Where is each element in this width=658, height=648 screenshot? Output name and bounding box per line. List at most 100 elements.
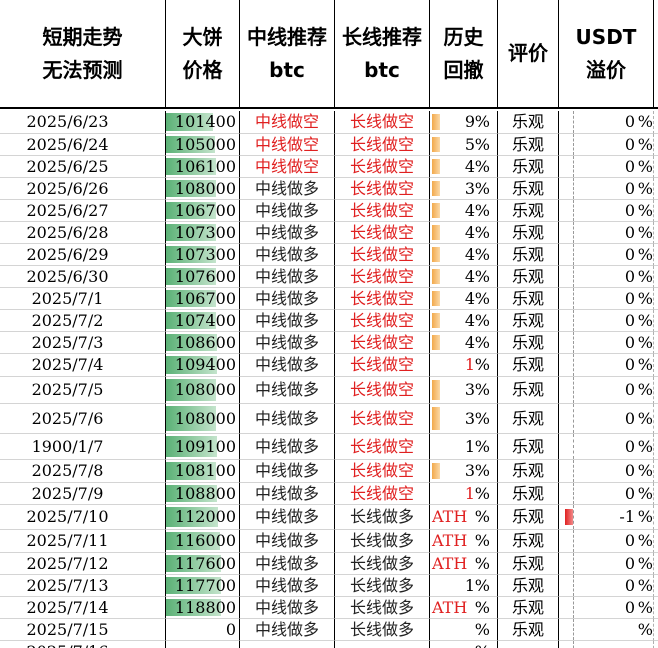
extra-cell[interactable] <box>654 200 658 222</box>
long-recommend-cell[interactable]: 长线做空 <box>335 404 430 434</box>
long-recommend-cell[interactable]: 长线做多 <box>335 597 430 619</box>
extra-cell[interactable] <box>654 111 658 134</box>
header-price[interactable]: 大饼 价格 <box>166 0 240 109</box>
usdt-premium-cell[interactable]: -1% <box>559 505 654 530</box>
date-cell[interactable]: 2025/7/5 <box>0 377 166 404</box>
date-cell[interactable]: 2025/6/24 <box>0 134 166 156</box>
usdt-premium-cell[interactable]: 0% <box>559 354 654 377</box>
evaluation-cell[interactable]: 乐观 <box>498 460 559 483</box>
extra-cell[interactable] <box>654 288 658 310</box>
price-cell[interactable]: 108100 <box>166 460 240 483</box>
long-recommend-cell[interactable]: 长线做空 <box>335 156 430 178</box>
header-trend[interactable]: 短期走势 无法预测 <box>0 0 166 109</box>
long-recommend-cell[interactable]: 长线做空 <box>335 434 430 460</box>
usdt-premium-cell[interactable]: 0% <box>559 332 654 354</box>
price-cell[interactable]: 108600 <box>166 332 240 354</box>
header-long-recommend[interactable]: 长线推荐 btc <box>335 0 430 109</box>
extra-cell[interactable] <box>654 483 658 505</box>
header-evaluation[interactable]: 评价 <box>498 0 559 109</box>
long-recommend-cell[interactable]: 长线做空 <box>335 483 430 505</box>
long-recommend-cell[interactable]: 长线做空 <box>335 178 430 200</box>
drawdown-cell[interactable]: 4% <box>430 310 498 332</box>
date-cell[interactable]: 2025/6/27 <box>0 200 166 222</box>
drawdown-cell[interactable]: ATH% <box>430 597 498 619</box>
extra-cell[interactable] <box>654 178 658 200</box>
price-cell[interactable]: 107300 <box>166 222 240 244</box>
evaluation-cell[interactable]: 乐观 <box>498 619 559 641</box>
extra-cell[interactable] <box>654 244 658 266</box>
price-cell[interactable]: 116000 <box>166 530 240 553</box>
mid-recommend-cell[interactable]: 中线做多 <box>240 332 335 354</box>
extra-cell[interactable] <box>654 332 658 354</box>
date-cell[interactable]: 2025/6/26 <box>0 178 166 200</box>
usdt-premium-cell[interactable]: 0% <box>559 178 654 200</box>
extra-cell[interactable] <box>654 641 658 648</box>
extra-cell[interactable] <box>654 505 658 530</box>
date-cell[interactable]: 2025/7/10 <box>0 505 166 530</box>
price-cell[interactable]: 107400 <box>166 310 240 332</box>
drawdown-cell[interactable]: 1% <box>430 575 498 597</box>
price-cell[interactable]: 108000 <box>166 404 240 434</box>
usdt-premium-cell[interactable]: 0% <box>559 434 654 460</box>
usdt-premium-cell[interactable]: 0% <box>559 530 654 553</box>
drawdown-cell[interactable]: 4% <box>430 200 498 222</box>
drawdown-cell[interactable]: 3% <box>430 178 498 200</box>
mid-recommend-cell[interactable]: 中线做多 <box>240 178 335 200</box>
evaluation-cell[interactable]: 乐观 <box>498 111 559 134</box>
drawdown-cell[interactable]: ATH% <box>430 530 498 553</box>
extra-cell[interactable] <box>654 222 658 244</box>
price-cell[interactable]: 0 <box>166 619 240 641</box>
evaluation-cell[interactable]: 乐观 <box>498 244 559 266</box>
evaluation-cell[interactable]: 乐观 <box>498 434 559 460</box>
evaluation-cell[interactable]: 乐观 <box>498 332 559 354</box>
date-cell[interactable]: 2025/7/2 <box>0 310 166 332</box>
long-recommend-cell[interactable]: 长线做多 <box>335 530 430 553</box>
date-cell[interactable]: 2025/6/23 <box>0 111 166 134</box>
drawdown-cell[interactable]: 1% <box>430 434 498 460</box>
usdt-premium-cell[interactable]: % <box>559 619 654 641</box>
date-cell[interactable]: 2025/6/30 <box>0 266 166 288</box>
mid-recommend-cell[interactable]: 中线做多 <box>240 200 335 222</box>
extra-cell[interactable] <box>654 134 658 156</box>
long-recommend-cell[interactable]: 长线做多 <box>335 575 430 597</box>
price-cell[interactable]: 107300 <box>166 244 240 266</box>
long-recommend-cell[interactable]: 长线做空 <box>335 310 430 332</box>
drawdown-cell[interactable]: 1% <box>430 483 498 505</box>
mid-recommend-cell[interactable]: 中线做多 <box>240 354 335 377</box>
date-cell[interactable]: 2025/7/16 <box>0 641 166 648</box>
long-recommend-cell[interactable]: 长线做空 <box>335 354 430 377</box>
mid-recommend-cell[interactable]: 中线做空 <box>240 134 335 156</box>
evaluation-cell[interactable]: 乐观 <box>498 156 559 178</box>
extra-cell[interactable] <box>654 377 658 404</box>
price-cell[interactable]: 108000 <box>166 377 240 404</box>
date-cell[interactable]: 2025/7/13 <box>0 575 166 597</box>
price-cell[interactable]: 105000 <box>166 134 240 156</box>
long-recommend-cell[interactable] <box>335 641 430 648</box>
extra-cell[interactable] <box>654 354 658 377</box>
extra-cell[interactable] <box>654 310 658 332</box>
extra-cell[interactable] <box>654 575 658 597</box>
date-cell[interactable]: 2025/7/6 <box>0 404 166 434</box>
extra-cell[interactable] <box>654 553 658 575</box>
drawdown-cell[interactable]: 4% <box>430 222 498 244</box>
date-cell[interactable]: 2025/7/4 <box>0 354 166 377</box>
mid-recommend-cell[interactable]: 中线做多 <box>240 460 335 483</box>
price-cell[interactable]: 117600 <box>166 553 240 575</box>
date-cell[interactable]: 2025/6/25 <box>0 156 166 178</box>
evaluation-cell[interactable]: 乐观 <box>498 178 559 200</box>
date-cell[interactable]: 2025/7/8 <box>0 460 166 483</box>
date-cell[interactable]: 2025/7/1 <box>0 288 166 310</box>
mid-recommend-cell[interactable] <box>240 641 335 648</box>
usdt-premium-cell[interactable]: 0% <box>559 244 654 266</box>
evaluation-cell[interactable]: 乐观 <box>498 377 559 404</box>
evaluation-cell[interactable]: 乐观 <box>498 354 559 377</box>
evaluation-cell[interactable]: 乐观 <box>498 553 559 575</box>
extra-cell[interactable] <box>654 530 658 553</box>
drawdown-cell[interactable]: ATH% <box>430 505 498 530</box>
usdt-premium-cell[interactable]: 0% <box>559 266 654 288</box>
evaluation-cell[interactable]: 乐观 <box>498 266 559 288</box>
mid-recommend-cell[interactable]: 中线做多 <box>240 483 335 505</box>
date-cell[interactable]: 1900/1/7 <box>0 434 166 460</box>
date-cell[interactable]: 2025/6/28 <box>0 222 166 244</box>
price-cell[interactable]: 101400 <box>166 111 240 134</box>
